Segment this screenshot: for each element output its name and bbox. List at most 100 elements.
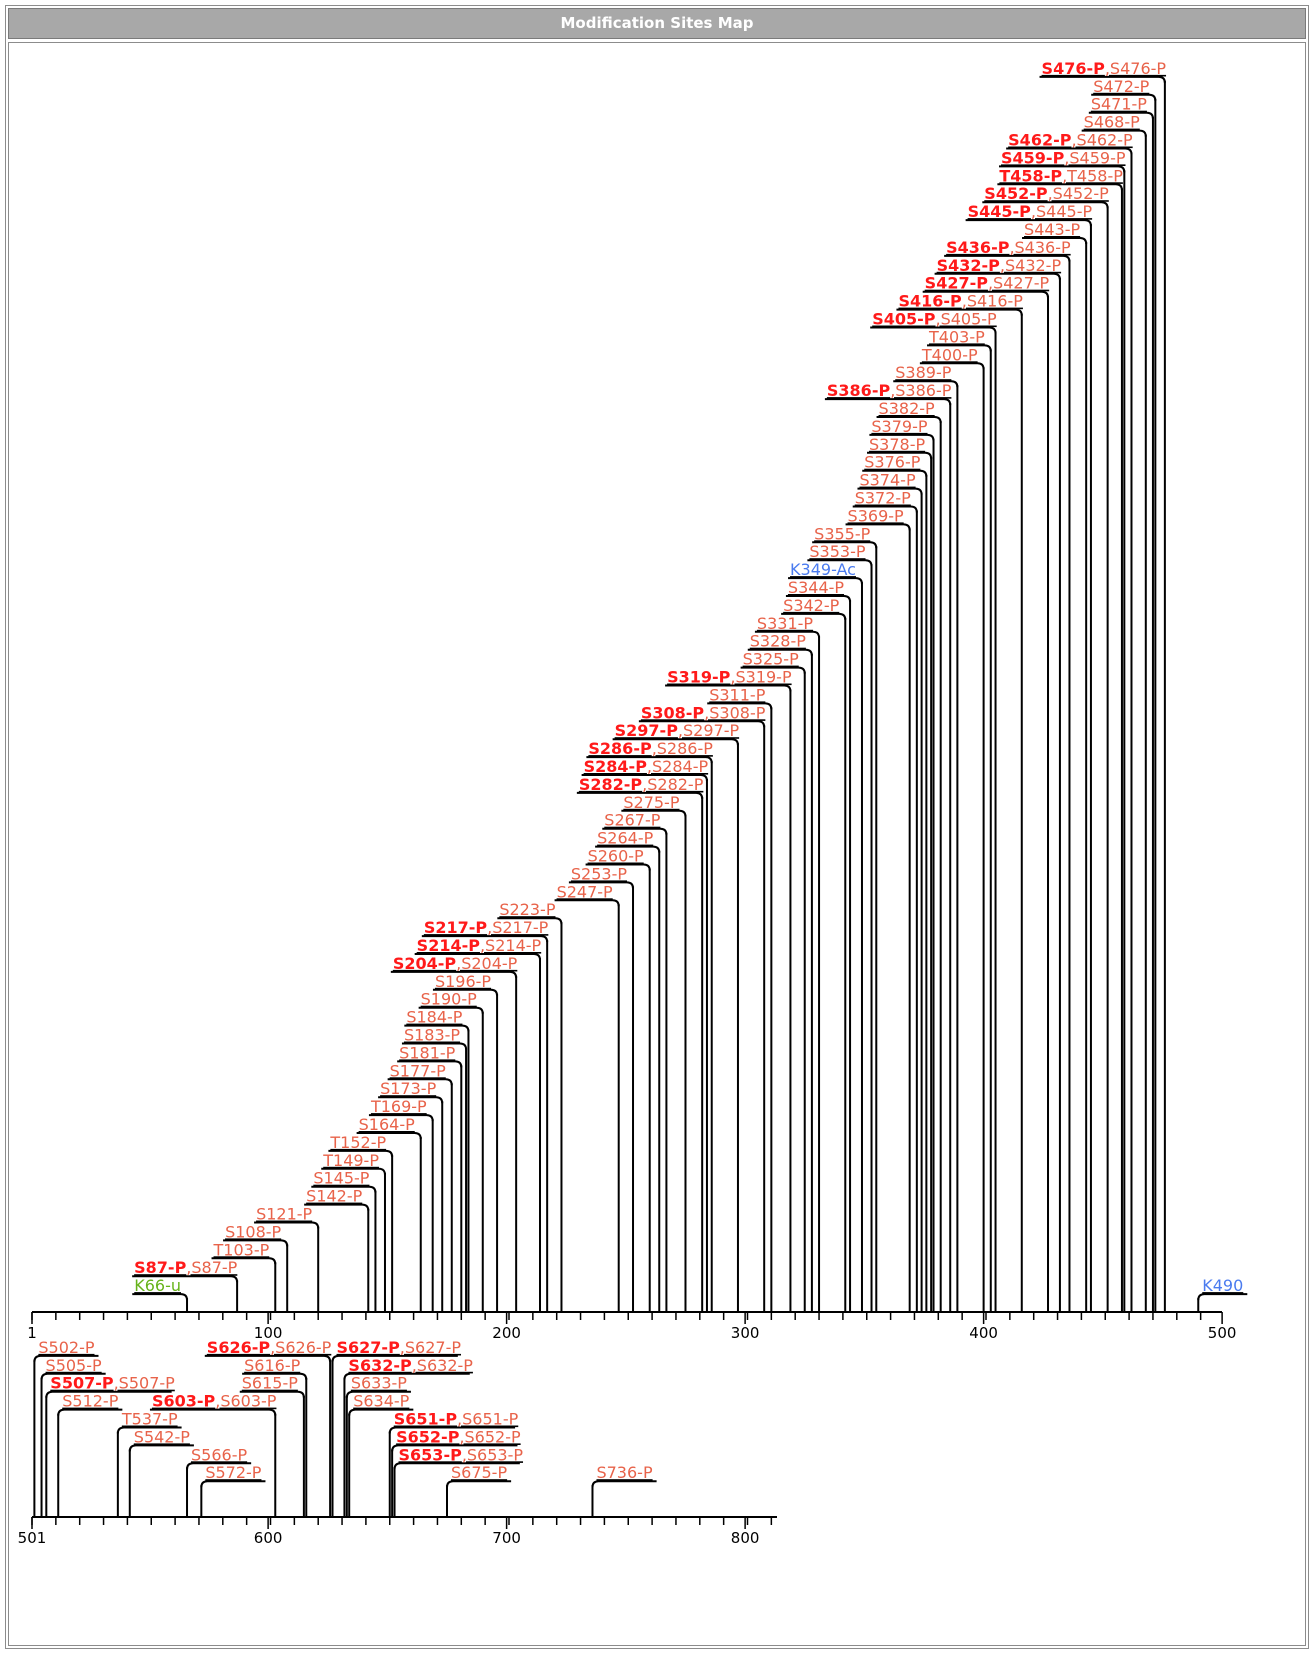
site-label-primary[interactable]: S260-P: [588, 847, 644, 866]
site-t400-p[interactable]: T400-P: [919, 345, 985, 1312]
site-s476-p[interactable]: S476-P,S476-P: [1039, 59, 1167, 1312]
site-s416-p[interactable]: S416-P,S416-P: [896, 292, 1023, 1312]
site-s87-p[interactable]: S87-P,S87-P: [132, 1258, 239, 1312]
site-label-secondary[interactable]: ,S427-P: [988, 274, 1050, 293]
site-label-secondary[interactable]: ,S204-P: [456, 954, 518, 973]
site-s382-p[interactable]: S382-P: [876, 399, 942, 1312]
site-label-primary[interactable]: S331-P: [757, 614, 813, 633]
site-s634-p[interactable]: S634-P: [348, 1392, 414, 1517]
site-k66-u[interactable]: K66-u: [132, 1276, 189, 1312]
site-label-primary[interactable]: S389-P: [895, 363, 951, 382]
site-t169-p[interactable]: T169-P: [368, 1097, 434, 1312]
site-label-primary[interactable]: S204-P: [393, 954, 457, 973]
site-s286-p[interactable]: S286-P,S286-P: [586, 739, 713, 1312]
site-t458-p[interactable]: T458-P,T458-P: [997, 166, 1123, 1312]
site-s566-p[interactable]: S566-P: [186, 1445, 252, 1517]
site-label-primary[interactable]: S471-P: [1091, 95, 1147, 114]
site-label-primary[interactable]: S87-P: [134, 1258, 186, 1277]
site-s626-p[interactable]: S626-P,S626-P: [204, 1338, 332, 1517]
site-label-primary[interactable]: S253-P: [571, 864, 627, 883]
site-label-primary[interactable]: S736-P: [596, 1463, 652, 1482]
site-label-secondary[interactable]: ,S386-P: [890, 381, 952, 400]
site-s284-p[interactable]: S284-P,S284-P: [581, 757, 709, 1312]
site-label-primary[interactable]: S319-P: [667, 668, 731, 687]
site-s196-p[interactable]: S196-P: [432, 972, 499, 1312]
site-label-secondary[interactable]: ,T458-P: [1062, 166, 1123, 185]
site-s217-p[interactable]: S217-P,S217-P: [421, 918, 549, 1312]
site-s204-p[interactable]: S204-P,S204-P: [390, 954, 518, 1312]
site-s627-p[interactable]: S627-P,S627-P: [331, 1338, 462, 1517]
site-s376-p[interactable]: S376-P: [862, 453, 928, 1312]
site-s121-p[interactable]: S121-P: [254, 1205, 320, 1313]
site-label-primary[interactable]: S196-P: [435, 972, 491, 991]
site-label-primary[interactable]: S632-P: [348, 1356, 412, 1375]
site-k490[interactable]: K490: [1197, 1276, 1248, 1312]
site-label-secondary[interactable]: ,S319-P: [730, 668, 792, 687]
site-label-primary[interactable]: S653-P: [399, 1445, 463, 1464]
site-s603-p[interactable]: S603-P,S603-P: [149, 1392, 277, 1517]
site-s651-p[interactable]: S651-P,S651-P: [388, 1410, 519, 1518]
site-s264-p[interactable]: S264-P: [595, 829, 661, 1312]
site-label-secondary[interactable]: ,S462-P: [1071, 131, 1133, 150]
site-label-primary[interactable]: S472-P: [1093, 77, 1149, 96]
site-s311-p[interactable]: S311-P: [707, 685, 773, 1312]
site-s507-p[interactable]: S507-P,S507-P: [45, 1374, 175, 1517]
site-label-primary[interactable]: S378-P: [869, 435, 925, 454]
site-label-primary[interactable]: S427-P: [925, 274, 989, 293]
site-s267-p[interactable]: S267-P: [602, 811, 668, 1312]
site-label-primary[interactable]: S108-P: [225, 1222, 281, 1241]
site-label-secondary[interactable]: ,S632-P: [412, 1356, 474, 1375]
site-s275-p[interactable]: S275-P: [621, 793, 687, 1312]
site-s253-p[interactable]: S253-P: [568, 864, 635, 1312]
site-label-primary[interactable]: S445-P: [968, 202, 1032, 221]
site-s616-p[interactable]: S616-P: [242, 1356, 308, 1517]
site-label-primary[interactable]: T103-P: [213, 1240, 270, 1259]
site-label-secondary[interactable]: ,S217-P: [487, 918, 549, 937]
site-label-primary[interactable]: S566-P: [191, 1445, 247, 1464]
site-s462-p[interactable]: S462-P,S462-P: [1006, 131, 1133, 1313]
site-s675-p[interactable]: S675-P: [445, 1463, 512, 1517]
site-s297-p[interactable]: S297-P,S297-P: [612, 721, 740, 1312]
site-label-primary[interactable]: T149-P: [322, 1151, 379, 1170]
site-s214-p[interactable]: S214-P,S214-P: [414, 936, 542, 1312]
site-s443-p[interactable]: S443-P: [1022, 220, 1088, 1312]
site-t152-p[interactable]: T152-P: [328, 1133, 394, 1312]
site-label-primary[interactable]: S355-P: [814, 524, 870, 543]
site-label-primary[interactable]: S284-P: [584, 757, 648, 776]
site-s542-p[interactable]: S542-P: [128, 1427, 194, 1517]
site-label-secondary[interactable]: ,S603-P: [215, 1392, 277, 1411]
site-label-primary[interactable]: S376-P: [864, 453, 920, 472]
site-s386-p[interactable]: S386-P,S386-P: [824, 381, 952, 1312]
site-label-primary[interactable]: S164-P: [359, 1115, 415, 1134]
site-label-primary[interactable]: S432-P: [937, 256, 1001, 275]
site-s342-p[interactable]: S342-P: [781, 596, 847, 1312]
site-label-primary[interactable]: S652-P: [396, 1427, 460, 1446]
site-label-primary[interactable]: S675-P: [451, 1463, 507, 1482]
site-label-primary[interactable]: S190-P: [421, 990, 477, 1009]
site-t103-p[interactable]: T103-P: [211, 1240, 277, 1312]
site-label-primary[interactable]: S344-P: [788, 578, 844, 597]
site-label-primary[interactable]: S325-P: [743, 650, 799, 669]
site-s459-p[interactable]: S459-P,S459-P: [999, 148, 1126, 1312]
site-t149-p[interactable]: T149-P: [321, 1151, 386, 1312]
site-s452-p[interactable]: S452-P,S452-P: [982, 184, 1109, 1312]
site-label-primary[interactable]: S452-P: [984, 184, 1048, 203]
site-s374-p[interactable]: S374-P: [857, 471, 923, 1312]
site-s328-p[interactable]: S328-P: [747, 632, 813, 1312]
site-s652-p[interactable]: S652-P,S652-P: [391, 1427, 521, 1517]
site-label-primary[interactable]: S311-P: [709, 685, 765, 704]
site-s247-p[interactable]: S247-P: [554, 882, 620, 1312]
site-label-primary[interactable]: S372-P: [855, 489, 911, 508]
site-label-secondary[interactable]: ,S416-P: [962, 292, 1024, 311]
site-label-primary[interactable]: S615-P: [242, 1374, 298, 1393]
site-s282-p[interactable]: S282-P,S282-P: [576, 775, 704, 1312]
site-label-secondary[interactable]: ,S627-P: [400, 1338, 462, 1357]
site-label-primary[interactable]: S328-P: [750, 632, 806, 651]
site-label-primary[interactable]: T152-P: [329, 1133, 386, 1152]
site-label-primary[interactable]: S181-P: [399, 1043, 455, 1062]
site-label-primary[interactable]: S369-P: [848, 506, 904, 525]
site-s260-p[interactable]: S260-P: [585, 847, 651, 1313]
site-s344-p[interactable]: S344-P: [785, 578, 852, 1312]
site-label-secondary[interactable]: ,S308-P: [704, 703, 766, 722]
site-label-primary[interactable]: S353-P: [809, 542, 865, 561]
